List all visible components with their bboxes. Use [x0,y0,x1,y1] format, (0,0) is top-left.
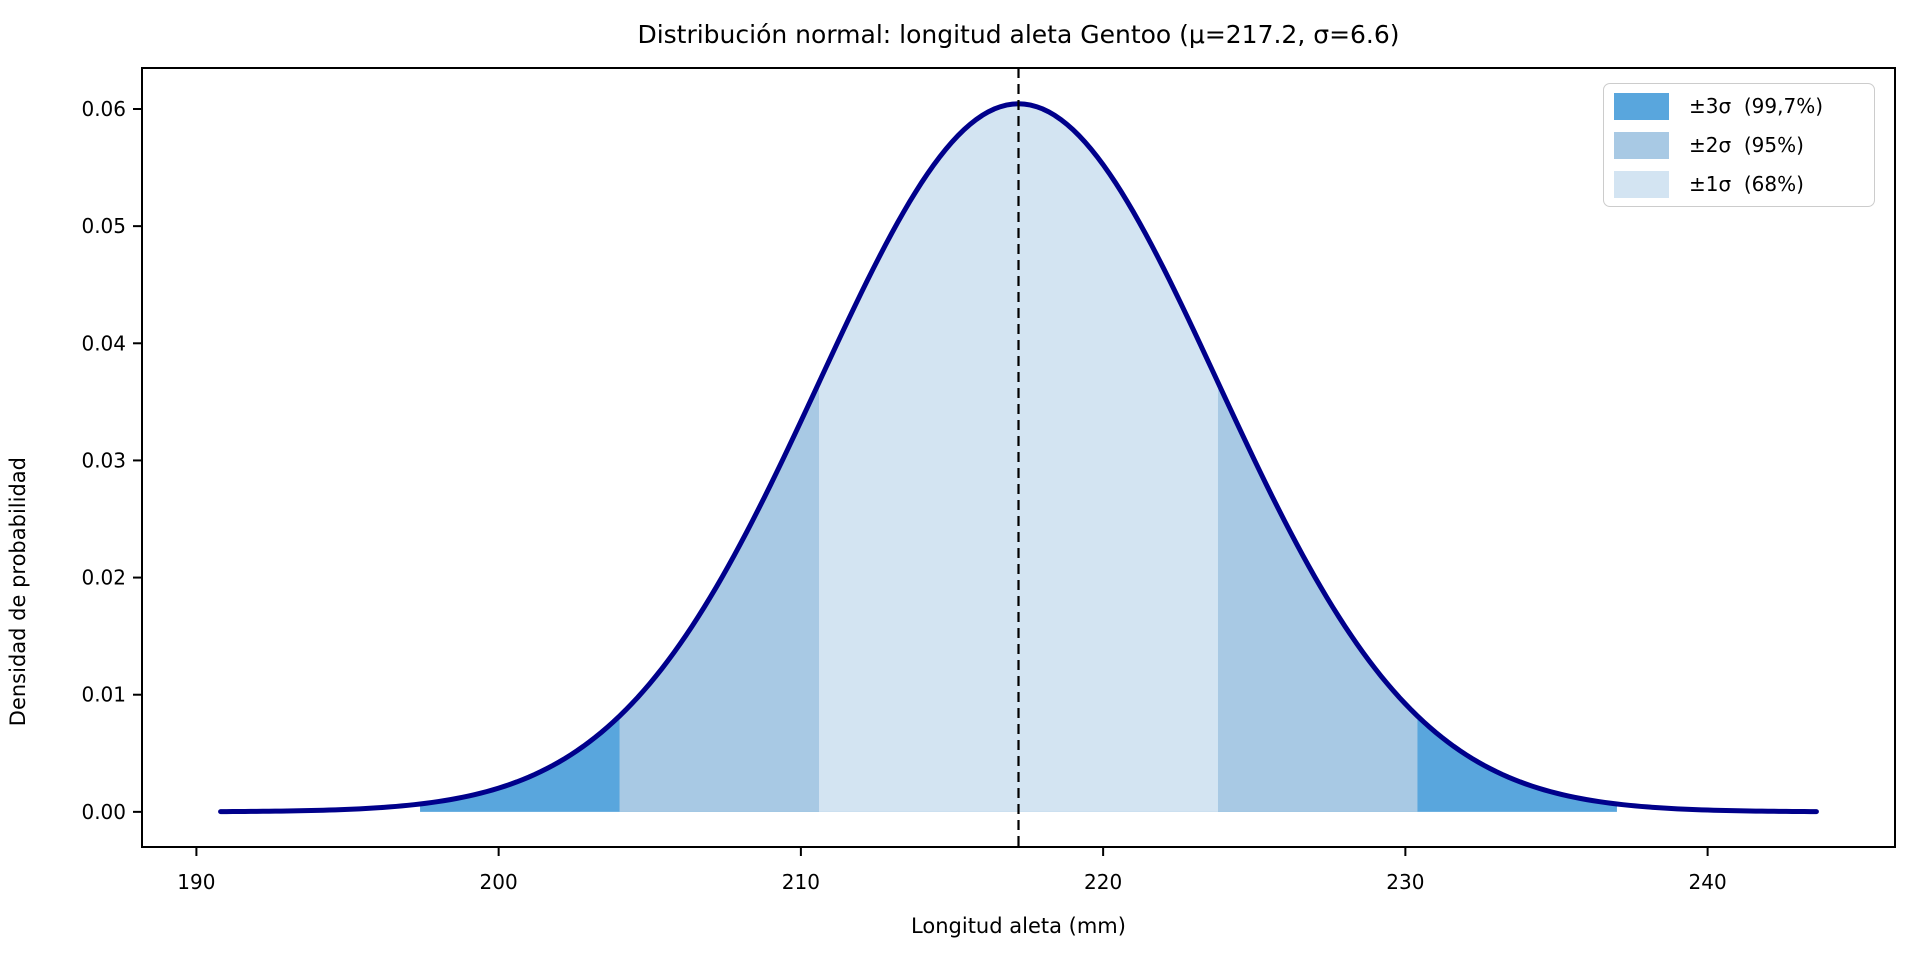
legend-label-sigma3: ±3σ (99,7%) [1689,94,1824,118]
legend-label-sigma2: ±2σ (95%) [1689,133,1804,157]
y-tick-label: 0.01 [81,683,126,707]
y-tick-label: 0.02 [81,566,126,590]
legend-item-sigma2: ±2σ (95%) [1614,131,1874,159]
axes-frame [141,67,1896,848]
legend-label-sigma1: ±1σ (68%) [1689,172,1804,196]
y-axis-label-text: Densidad de probabilidad [6,457,30,727]
y-tick-label: 0.03 [81,448,126,472]
y-tick-label: 0.00 [81,800,126,824]
x-axis-label: Longitud aleta (mm) [911,914,1126,938]
x-tick-label: 210 [782,870,820,894]
x-tick-label: 220 [1084,870,1122,894]
x-tick-label: 230 [1386,870,1424,894]
legend-item-sigma3: ±3σ (99,7%) [1614,92,1874,120]
x-tick-label: 240 [1689,870,1727,894]
y-tick-label: 0.04 [81,331,126,355]
legend-swatch-sigma3-icon [1614,92,1669,120]
x-tick-label: 190 [177,870,215,894]
legend: ±3σ (99,7%) ±2σ (95%) ±1σ (68%) [1603,83,1875,207]
legend-swatch-sigma1-icon [1614,170,1669,198]
y-tick-label: 0.05 [81,214,126,238]
axis-ticks: 190 200 210 220 230 240 0.00 0.01 0.02 0.03 0.04 0.… [81,97,1726,894]
x-tick-label: 200 [480,870,518,894]
legend-item-sigma1: ±1σ (68%) [1614,170,1874,198]
chart-title: Distribución normal: longitud aleta Gent… [637,20,1400,49]
y-tick-label: 0.06 [81,97,126,121]
legend-swatch-sigma2-icon [1614,131,1669,159]
